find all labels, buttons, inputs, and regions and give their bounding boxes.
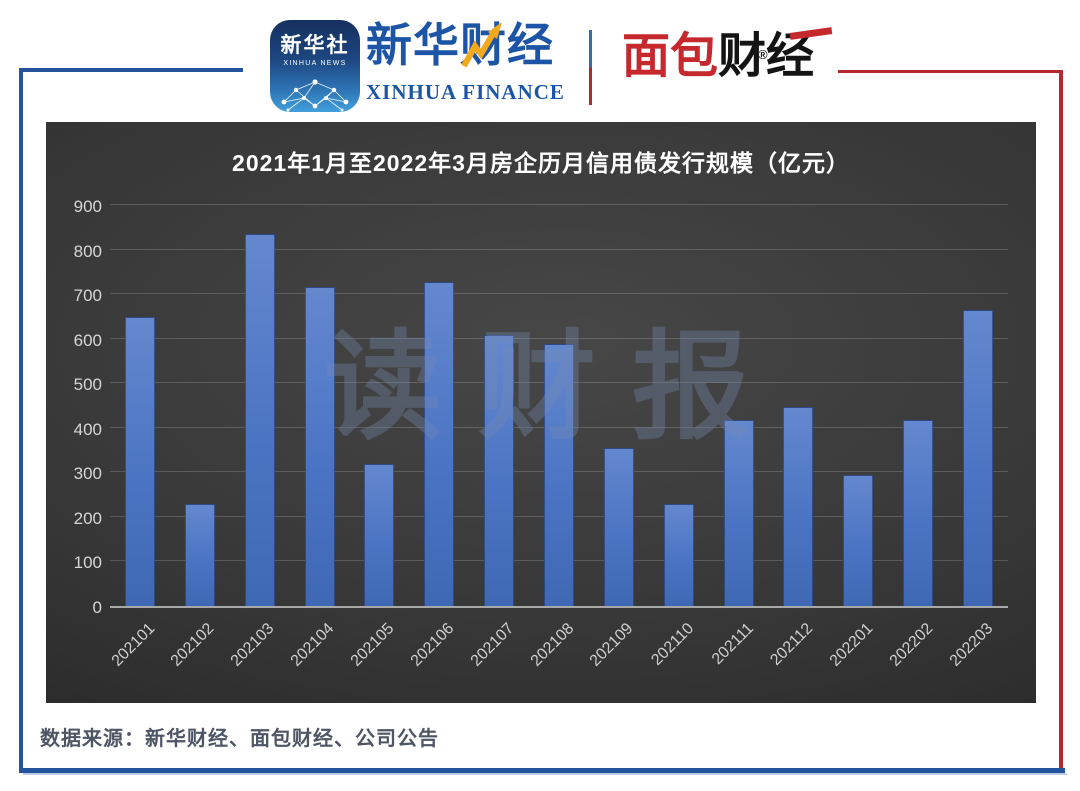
y-tick-label: 800 [73, 241, 102, 261]
x-tick-label: 202112 [767, 620, 817, 669]
rising-arrow-icon [461, 22, 502, 68]
x-tick-label: 202107 [467, 620, 518, 670]
data-source-note: 数据来源：新华财经、面包财经、公司公告 [40, 728, 439, 750]
gridline-600 [110, 337, 1008, 339]
constellation-network-icon [281, 79, 349, 112]
y-tick-label: 300 [73, 464, 102, 484]
frame-line-top-right [838, 70, 1062, 73]
y-tick-label: 700 [73, 286, 102, 306]
bar-202104 [304, 286, 335, 606]
gridline-700 [110, 293, 1008, 295]
bar-202112 [783, 406, 814, 606]
y-tick-label: 0 [92, 598, 102, 617]
bar-202102 [184, 503, 215, 606]
plot-area [110, 204, 1008, 608]
xinhua-finance-cn-label: 新华财经 [366, 19, 554, 71]
xinhua-news-cn-label: 新华社 [280, 34, 350, 57]
xinhua-news-en-label: XINHUA NEWS [283, 60, 347, 67]
xinhua-finance-en-label: XINHUA FINANCE [366, 80, 565, 104]
x-tick-label: 202106 [407, 620, 458, 670]
gridline-900 [110, 204, 1008, 205]
xinhua-finance-logo: 新华财经 XINHUA FINANCE [366, 16, 566, 105]
x-axis-labels: 202101 202102 202103 202104 202105 202106 2021… [108, 610, 1008, 690]
bread-finance-logo: 面包财经 ® [622, 26, 833, 88]
chart-panel: 2021年1月至2022年3月房企历月信用债发行规模（亿元） 0 100 200 30… [46, 122, 1036, 703]
frame-line-bottom-shadow [23, 773, 1067, 775]
bar-202101 [124, 317, 155, 606]
bar-202201 [843, 475, 874, 606]
y-tick-label: 500 [73, 375, 102, 395]
x-tick-label: 202102 [168, 620, 218, 670]
bar-202203 [963, 309, 994, 606]
frame-line-left [19, 68, 23, 773]
bar-202202 [903, 420, 934, 606]
xinhua-news-app-icon: 新华社 XINHUA NEWS [270, 20, 360, 112]
x-tick-label: 202110 [647, 620, 697, 669]
bar-202107 [484, 335, 515, 606]
frame-line-right [1059, 70, 1063, 773]
x-tick-label: 202104 [287, 620, 338, 670]
bar-202105 [364, 464, 395, 606]
x-tick-label: 202103 [227, 620, 278, 670]
y-tick-label: 600 [73, 330, 102, 350]
y-tick-label: 100 [73, 553, 102, 573]
y-axis-labels: 0 100 200 300 400 500 600 700 800 900 [54, 198, 102, 617]
frame-line-top-left [19, 68, 243, 72]
gridline-800 [110, 248, 1008, 250]
registered-trademark-icon: ® [758, 47, 768, 62]
bar-202109 [603, 447, 634, 606]
y-tick-label: 400 [73, 419, 102, 439]
x-tick-label: 202201 [826, 620, 877, 670]
x-tick-label: 202202 [886, 620, 937, 670]
chart-title: 2021年1月至2022年3月房企历月信用债发行规模（亿元） [232, 150, 850, 176]
y-tick-label: 900 [73, 197, 102, 216]
x-tick-label: 202108 [527, 620, 578, 670]
logo-divider [589, 30, 592, 105]
x-tick-label: 202203 [946, 620, 997, 670]
x-tick-label: 202105 [347, 620, 398, 670]
x-tick-label: 202109 [587, 620, 637, 670]
bread-finance-red-label: 面包 [622, 30, 719, 83]
bar-202111 [723, 419, 754, 606]
bar-202103 [244, 233, 275, 606]
x-tick-label: 202101 [108, 620, 158, 670]
y-tick-label: 200 [73, 508, 102, 528]
x-tick-label: 202111 [708, 620, 757, 669]
bar-202106 [424, 281, 455, 606]
bar-202108 [544, 344, 574, 606]
frame-line-bottom [19, 768, 1065, 773]
bar-202110 [663, 503, 694, 606]
